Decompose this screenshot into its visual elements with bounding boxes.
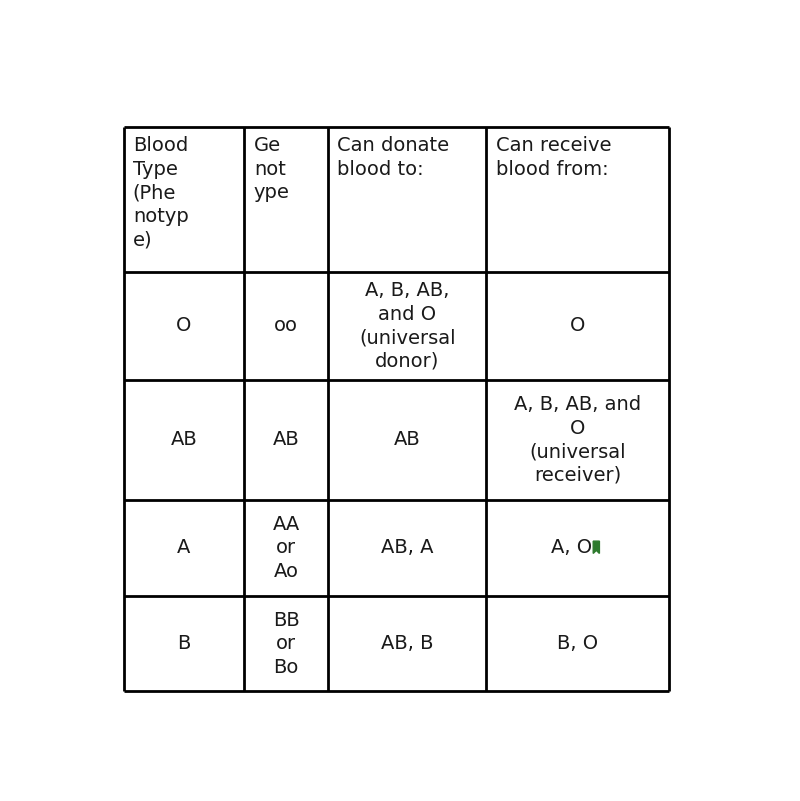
Text: A: A: [178, 538, 190, 557]
Text: A, B, AB, and
O
(universal
receiver): A, B, AB, and O (universal receiver): [514, 395, 642, 485]
Text: AB: AB: [273, 430, 300, 449]
Text: AB: AB: [170, 430, 198, 449]
Text: AA
or
Ao: AA or Ao: [273, 515, 300, 581]
Text: A, O: A, O: [551, 538, 592, 557]
Text: Can receive
blood from:: Can receive blood from:: [495, 136, 611, 179]
Text: AB: AB: [394, 430, 421, 449]
Text: Can donate
blood to:: Can donate blood to:: [338, 136, 450, 179]
Text: oo: oo: [274, 316, 298, 336]
Text: AB, A: AB, A: [381, 538, 434, 557]
Text: O: O: [176, 316, 192, 336]
Text: BB
or
Bo: BB or Bo: [273, 610, 300, 677]
Text: B: B: [178, 634, 190, 653]
Text: A, B, AB,
and O
(universal
donor): A, B, AB, and O (universal donor): [359, 281, 455, 371]
Text: O: O: [570, 316, 586, 336]
Text: AB, B: AB, B: [381, 634, 434, 653]
Polygon shape: [594, 541, 599, 553]
Text: Ge
not
ype: Ge not ype: [254, 136, 290, 202]
Text: Blood
Type
(Phe
notyp
e): Blood Type (Phe notyp e): [133, 136, 189, 249]
Text: B, O: B, O: [557, 634, 598, 653]
